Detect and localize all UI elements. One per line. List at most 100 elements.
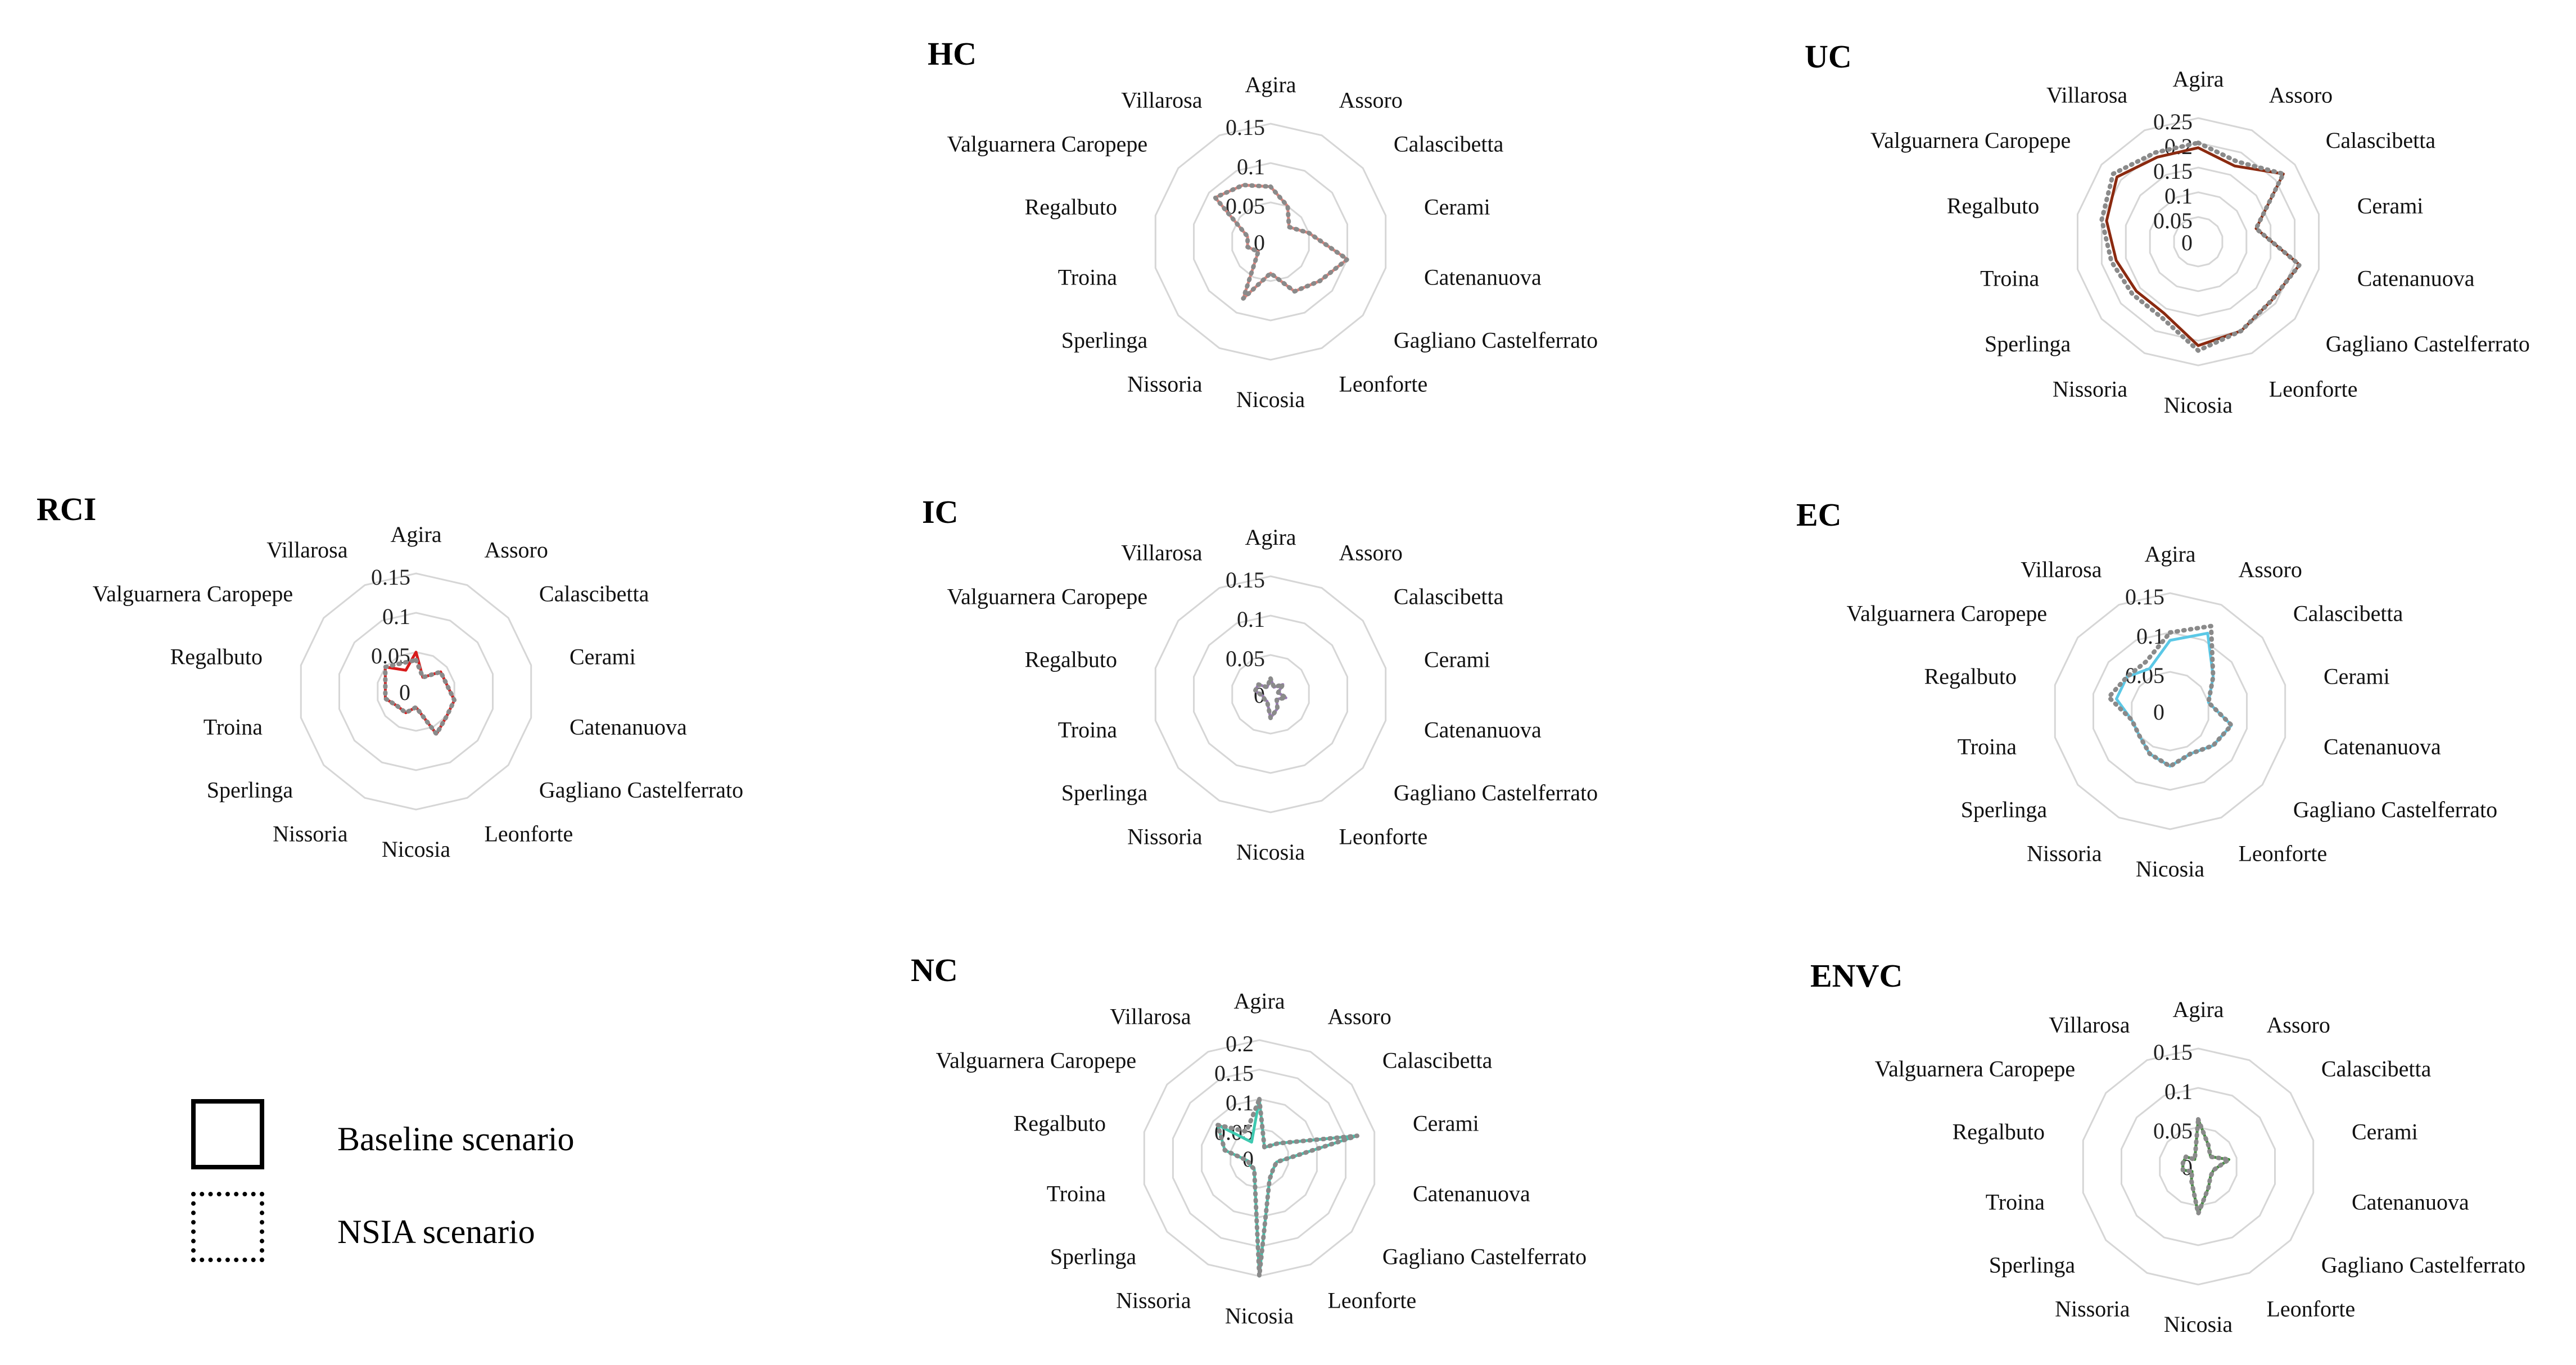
category-label-troina: Troina [1986,1189,2045,1214]
chart-title: NC [911,952,958,988]
grid-ring [2149,191,2248,292]
category-label-nicosia: Nicosia [2164,1312,2232,1337]
grid-ring [2077,117,2320,367]
grid-ring [2125,166,2272,317]
tick-label: 0.15 [1214,1061,1254,1086]
grid-ring [2159,1126,2238,1207]
category-label-troina: Troina [1058,717,1117,742]
category-label-regalbuto: Regalbuto [1014,1111,1106,1136]
grid-ring [2121,1087,2276,1246]
category-label-villarosa: Villarosa [1121,88,1202,113]
grid-ring [1193,614,1348,774]
category-label-gagliano-castelferrato: Gagliano Castelferrato [1394,780,1598,806]
category-label-sperlinga: Sperlinga [1061,328,1148,353]
tick-label: 0.15 [371,564,410,590]
category-label-cerami: Cerami [2352,1119,2418,1145]
category-label-calascibetta: Calascibetta [1382,1047,1493,1073]
chart-title: EC [1796,496,1842,533]
category-label-sperlinga: Sperlinga [1985,331,2071,356]
tick-label: 0.15 [2125,584,2164,609]
grid-ring [2054,592,2286,830]
category-label-villarosa: Villarosa [266,537,347,563]
category-label-gagliano-castelferrato: Gagliano Castelferrato [1382,1244,1587,1269]
grid-ring [1201,1098,1318,1218]
category-label-sperlinga: Sperlinga [1989,1253,2076,1278]
category-label-valguarnera-caropepe: Valguarnera Caropepe [93,581,293,606]
grid-ring [2131,671,2209,752]
series-nsia-scenario [2180,1117,2231,1216]
series-nsia-scenario [2106,623,2234,769]
radar-ic: IC00.050.10.15AgiraAssoroCalascibettaCer… [922,494,1598,865]
category-label-leonforte: Leonforte [1339,371,1428,396]
category-label-valguarnera-caropepe: Valguarnera Caropepe [947,131,1147,156]
category-label-nicosia: Nicosia [1236,839,1305,865]
grid-ring [1231,654,1310,735]
category-label-gagliano-castelferrato: Gagliano Castelferrato [2321,1253,2525,1278]
category-label-valguarnera-caropepe: Valguarnera Caropepe [1870,128,2071,153]
category-label-nissoria: Nissoria [2053,376,2128,401]
legend-baseline-label: Baseline scenario [337,1120,575,1158]
category-label-catenanuova: Catenanuova [1424,264,1542,290]
category-label-nicosia: Nicosia [2136,856,2204,882]
tick-label: 0 [2153,699,2164,725]
grid-ring [338,612,494,771]
series-nsia-scenario [1213,183,1350,301]
series-nsia-scenario [1215,1097,1359,1278]
tick-label: 0.15 [1226,115,1265,140]
tick-label: 0.1 [1237,607,1265,632]
grid-ring [300,572,532,811]
category-label-troina: Troina [1980,266,2039,291]
category-label-calascibetta: Calascibetta [2321,1056,2432,1081]
category-label-calascibetta: Calascibetta [1394,131,1504,156]
category-label-catenanuova: Catenanuova [1413,1181,1530,1206]
tick-label: 0.1 [1226,1090,1254,1115]
category-label-assoro: Assoro [1339,88,1403,113]
tick-label: 0.1 [1237,154,1265,179]
grid-ring [2100,142,2296,342]
category-label-nissoria: Nissoria [273,821,348,846]
category-label-assoro: Assoro [1339,540,1403,566]
radar-nc: NC00.050.10.150.2AgiraAssoroCalascibetta… [911,952,1587,1328]
category-label-agira: Agira [2172,997,2224,1022]
category-label-troina: Troina [1958,734,2017,759]
category-label-leonforte: Leonforte [485,821,573,846]
radar-hc: HC00.050.10.15AgiraAssoroCalascibettaCer… [928,35,1598,412]
category-label-cerami: Cerami [1413,1111,1479,1136]
category-label-nissoria: Nissoria [1127,371,1203,396]
category-label-cerami: Cerami [2324,664,2390,689]
category-label-nicosia: Nicosia [2164,392,2232,418]
category-label-calascibetta: Calascibetta [539,581,649,606]
category-label-sperlinga: Sperlinga [207,778,293,803]
category-label-gagliano-castelferrato: Gagliano Castelferrato [1394,328,1598,353]
category-label-leonforte: Leonforte [2239,840,2328,866]
legend-baseline-swatch [191,1099,264,1169]
category-label-troina: Troina [204,714,263,739]
grid-ring [2093,631,2248,791]
category-label-catenanuova: Catenanuova [2352,1189,2469,1214]
category-label-cerami: Cerami [570,644,636,670]
category-label-villarosa: Villarosa [2049,1013,2130,1038]
category-label-villarosa: Villarosa [1121,540,1202,566]
category-label-sperlinga: Sperlinga [1961,797,2048,822]
category-label-leonforte: Leonforte [1328,1287,1417,1313]
category-label-leonforte: Leonforte [2267,1296,2356,1321]
category-label-sperlinga: Sperlinga [1061,780,1148,806]
grid-ring [1172,1068,1347,1248]
category-label-villarosa: Villarosa [2046,83,2127,108]
category-label-agira: Agira [1245,525,1296,550]
series-nsia-scenario [1253,676,1289,720]
radar-envc: ENVC00.050.10.15AgiraAssoroCalascibettaC… [1810,957,2525,1337]
tick-label: 0.25 [2153,109,2193,134]
category-label-gagliano-castelferrato: Gagliano Castelferrato [539,778,743,803]
series-nsia-scenario [383,658,457,736]
category-label-troina: Troina [1058,264,1117,290]
category-label-villarosa: Villarosa [2021,557,2102,582]
category-label-leonforte: Leonforte [2269,376,2358,401]
category-label-assoro: Assoro [2267,1013,2330,1038]
category-label-assoro: Assoro [2269,83,2333,108]
grid-ring [1154,575,1387,813]
chart-title: UC [1805,38,1852,75]
series-nsia-scenario [2099,141,2302,353]
category-label-catenanuova: Catenanuova [1424,717,1542,742]
category-label-calascibetta: Calascibetta [2293,600,2403,626]
